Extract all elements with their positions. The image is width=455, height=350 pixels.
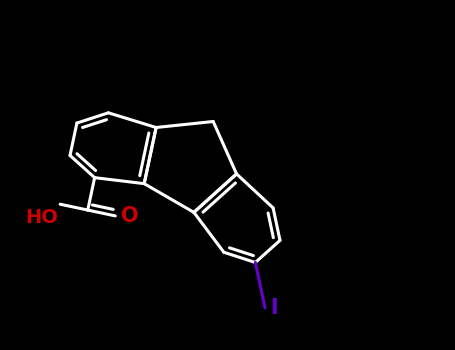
Text: O: O bbox=[121, 206, 138, 226]
Text: I: I bbox=[270, 298, 278, 318]
Text: HO: HO bbox=[25, 208, 58, 227]
